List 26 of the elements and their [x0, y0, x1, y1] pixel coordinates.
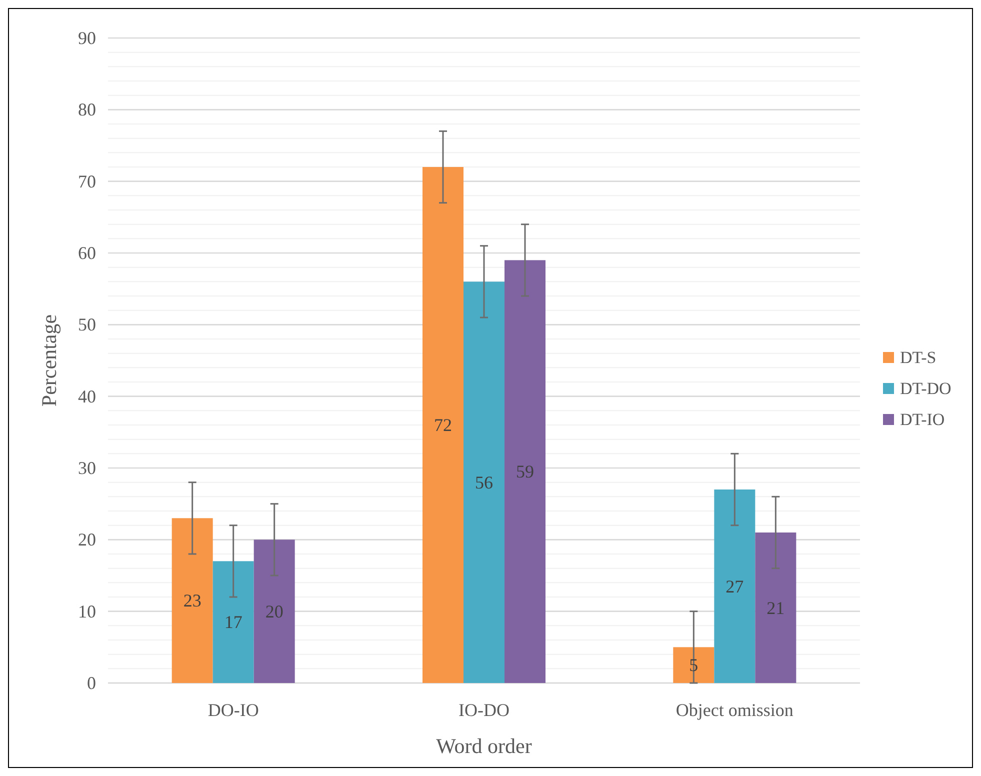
y-tick-label: 0	[87, 673, 96, 693]
data-label: 21	[766, 598, 785, 618]
y-tick-label: 20	[78, 530, 96, 550]
x-tick-label: Object omission	[676, 700, 794, 720]
data-label: 17	[224, 612, 242, 632]
data-label: 59	[516, 462, 534, 482]
y-axis-title: Percentage	[37, 314, 61, 407]
x-tick-label: DO-IO	[208, 700, 259, 720]
x-tick-label: IO-DO	[458, 700, 510, 720]
data-label: 56	[475, 472, 493, 492]
legend-label: DT-IO	[900, 410, 945, 429]
legend-label: DT-S	[900, 348, 936, 367]
y-tick-label: 80	[78, 100, 96, 120]
y-tick-label: 10	[78, 601, 96, 622]
y-tick-label: 90	[78, 28, 96, 48]
legend-label: DT-DO	[900, 379, 952, 398]
y-tick-label: 40	[78, 386, 96, 406]
y-tick-label: 30	[78, 458, 96, 478]
data-label: 23	[183, 590, 202, 611]
x-axis-title: Word order	[436, 734, 532, 758]
y-tick-label: 60	[78, 243, 96, 263]
y-tick-label: 50	[78, 314, 96, 335]
y-tick-label: 70	[78, 171, 96, 192]
data-label: 20	[265, 601, 284, 622]
data-label: 72	[434, 415, 452, 435]
data-label: 27	[726, 576, 744, 596]
